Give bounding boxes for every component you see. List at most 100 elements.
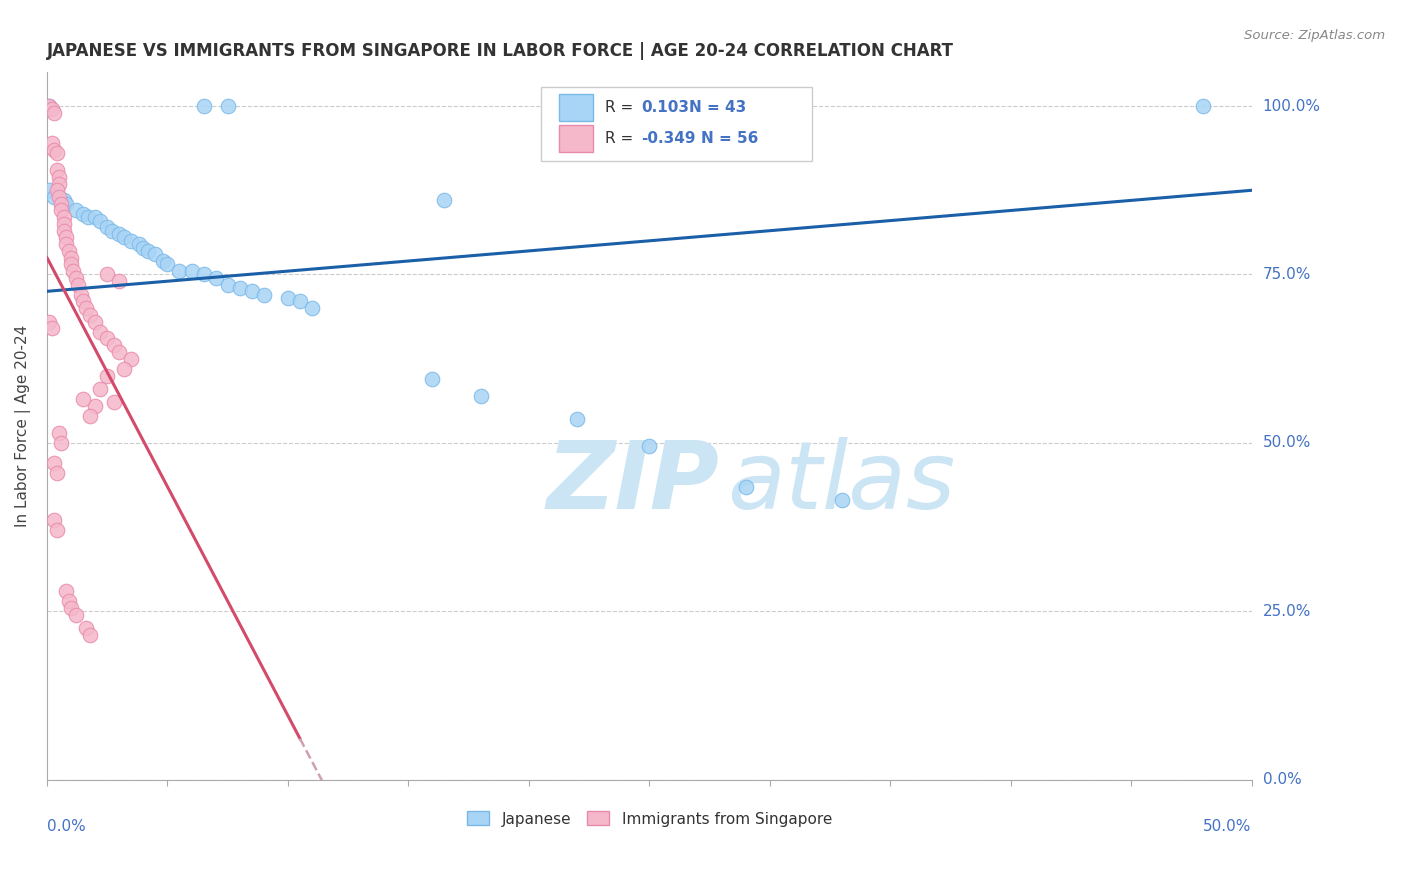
Point <box>132 241 155 255</box>
Point <box>62 264 84 278</box>
Point <box>79 409 101 423</box>
FancyBboxPatch shape <box>560 95 593 121</box>
Point <box>38 99 60 113</box>
Point <box>72 392 94 406</box>
Point <box>120 234 142 248</box>
Point <box>145 247 167 261</box>
Legend: Japanese, Immigrants from Singapore: Japanese, Immigrants from Singapore <box>460 805 838 832</box>
Point <box>51 196 73 211</box>
Point <box>217 277 239 292</box>
Point <box>44 513 66 527</box>
Point <box>120 351 142 366</box>
Point <box>101 224 124 238</box>
Point <box>169 264 191 278</box>
Point <box>69 287 91 301</box>
Point <box>60 600 83 615</box>
Point <box>65 607 87 622</box>
Point <box>228 281 250 295</box>
Point <box>96 268 118 282</box>
Point <box>89 325 111 339</box>
Point <box>84 211 107 225</box>
Point <box>79 308 101 322</box>
Point <box>52 211 75 225</box>
Point <box>55 196 77 211</box>
Point <box>108 227 131 241</box>
Point <box>45 466 67 480</box>
Point <box>41 321 63 335</box>
Point <box>128 237 150 252</box>
Point <box>112 361 135 376</box>
Text: Source: ZipAtlas.com: Source: ZipAtlas.com <box>1244 29 1385 42</box>
Point <box>253 287 276 301</box>
Point <box>79 628 101 642</box>
Point <box>103 338 125 352</box>
Point <box>84 399 107 413</box>
Point <box>1192 99 1215 113</box>
Point <box>831 493 853 508</box>
Point <box>75 301 97 315</box>
Y-axis label: In Labor Force | Age 20-24: In Labor Force | Age 20-24 <box>15 325 31 527</box>
Point <box>301 301 323 315</box>
Point <box>277 291 299 305</box>
Point <box>38 99 60 113</box>
Point <box>84 315 107 329</box>
Point <box>204 270 226 285</box>
Point <box>52 194 75 208</box>
Point <box>41 103 63 117</box>
Point <box>44 143 66 157</box>
Point <box>108 274 131 288</box>
Point <box>45 183 67 197</box>
Point <box>48 169 70 184</box>
Point <box>96 331 118 345</box>
Text: 0.0%: 0.0% <box>46 819 86 833</box>
Point <box>180 264 202 278</box>
Point <box>72 207 94 221</box>
Text: 25.0%: 25.0% <box>1263 604 1310 619</box>
FancyBboxPatch shape <box>560 125 593 152</box>
Point <box>193 268 215 282</box>
Point <box>45 163 67 178</box>
Text: -0.349: -0.349 <box>641 131 696 145</box>
Point <box>48 190 70 204</box>
Point <box>638 439 661 453</box>
Point <box>38 315 60 329</box>
Point <box>58 244 80 258</box>
Point <box>288 294 311 309</box>
Point <box>103 395 125 409</box>
Point <box>51 203 73 218</box>
Text: 0.103: 0.103 <box>641 100 689 115</box>
Point <box>193 99 215 113</box>
Point <box>152 254 174 268</box>
Point <box>240 285 263 299</box>
Point <box>156 257 179 271</box>
Point <box>38 183 60 197</box>
Point <box>136 244 159 258</box>
Point <box>52 224 75 238</box>
Point <box>65 270 87 285</box>
Point <box>48 177 70 191</box>
Point <box>422 372 444 386</box>
Point <box>38 103 60 117</box>
Point <box>44 105 66 120</box>
Point <box>734 480 756 494</box>
Point <box>217 99 239 113</box>
Point <box>77 211 100 225</box>
Text: JAPANESE VS IMMIGRANTS FROM SINGAPORE IN LABOR FORCE | AGE 20-24 CORRELATION CHA: JAPANESE VS IMMIGRANTS FROM SINGAPORE IN… <box>46 42 955 60</box>
Point <box>52 217 75 231</box>
Point <box>45 524 67 538</box>
Point <box>65 203 87 218</box>
Point <box>75 621 97 635</box>
Point <box>58 594 80 608</box>
Text: 0.0%: 0.0% <box>1263 772 1302 787</box>
Point <box>72 294 94 309</box>
Point <box>112 230 135 244</box>
Point <box>96 368 118 383</box>
Point <box>51 435 73 450</box>
Text: N = 43: N = 43 <box>689 100 747 115</box>
Point <box>433 194 456 208</box>
Text: 75.0%: 75.0% <box>1263 267 1310 282</box>
Text: N = 56: N = 56 <box>702 131 758 145</box>
FancyBboxPatch shape <box>541 87 811 161</box>
Point <box>55 237 77 252</box>
Point <box>565 412 588 426</box>
